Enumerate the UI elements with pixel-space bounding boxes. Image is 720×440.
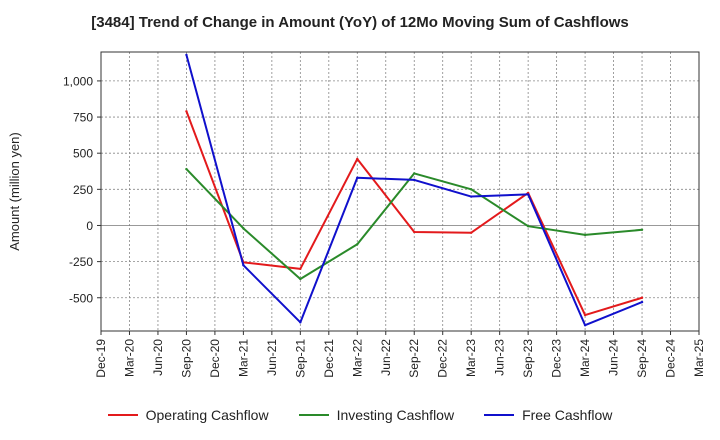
y-tick-label: 500 [73,147,93,161]
x-tick-label: Sep-21 [293,339,307,378]
series-layer [185,53,644,327]
y-tick-label: 0 [86,219,93,233]
x-tick-label: Mar-20 [122,339,136,377]
data-point [640,300,644,304]
data-point [242,227,245,230]
data-point [526,193,530,196]
data-point [356,176,359,179]
x-tick-label: Mar-21 [236,339,250,377]
data-point [526,224,530,228]
data-point [299,321,302,324]
legend-item: Investing Cashflow [298,407,455,423]
x-tick-label: Mar-25 [692,339,706,377]
data-point [356,243,359,246]
legend-swatch [484,414,515,416]
x-tick-label: Jun-24 [607,339,621,376]
data-point [469,231,473,234]
data-point [640,228,644,232]
data-point [413,230,416,234]
data-point [356,157,359,161]
legend: Operating Cashflow Investing Cashflow Free… [0,404,720,426]
data-point [469,195,473,198]
x-tick-label: Sep-22 [407,339,421,378]
data-point [185,53,188,57]
x-tick-label: Jun-20 [151,339,165,376]
data-point [299,277,302,281]
legend-label: Operating Cashflow [145,407,269,423]
legend-label: Free Cashflow [522,407,613,423]
x-tick-label: Jun-21 [265,339,279,376]
grid-layer [100,52,700,331]
legend-swatch [298,414,329,416]
data-point [185,110,188,113]
x-tick-label: Mar-24 [578,339,592,377]
data-point [242,264,245,267]
data-point [583,233,587,237]
data-point [469,188,473,191]
y-axis-ticks: -500 -250 0 250 500 750 1,000 [63,74,101,305]
y-tick-label: -500 [69,291,93,305]
x-tick-label: Mar-23 [464,339,478,377]
x-tick-label: Dec-24 [664,339,678,378]
legend-item: Operating Cashflow [107,407,269,423]
y-tick-label: 250 [73,183,93,197]
x-tick-label: Sep-24 [635,339,649,378]
data-point [413,178,416,182]
y-tick-label: 1,000 [63,74,93,88]
x-tick-label: Sep-20 [179,339,193,378]
plot-frame [100,51,700,332]
x-tick-label: Jun-23 [493,339,507,376]
y-tick-label: -250 [69,255,93,269]
data-point [583,313,587,317]
x-tick-label: Jun-22 [379,339,393,376]
data-point [185,167,188,171]
legend-item: Free Cashflow [484,407,612,423]
legend-swatch [107,414,138,416]
x-tick-label: Dec-20 [208,339,222,378]
x-tick-label: Dec-23 [550,339,564,378]
data-point [299,267,302,271]
x-axis-ticks: Dec-19 Mar-20 Jun-20 Sep-20 Dec-20 Mar-21 Jun-… [94,331,706,378]
x-tick-label: Dec-19 [94,339,108,378]
y-tick-label: 750 [73,111,93,125]
y-axis-label: Amount (million yen) [7,132,22,251]
x-tick-label: Mar-22 [350,339,364,377]
data-point [640,296,644,299]
legend-label: Investing Cashflow [336,407,455,423]
data-point [583,324,587,327]
x-tick-label: Dec-21 [322,339,336,378]
x-tick-label: Dec-22 [436,339,450,378]
x-tick-label: Sep-23 [521,339,535,378]
chart-title: [3484] Trend of Change in Amount (YoY) o… [91,14,629,31]
data-point [413,172,416,175]
